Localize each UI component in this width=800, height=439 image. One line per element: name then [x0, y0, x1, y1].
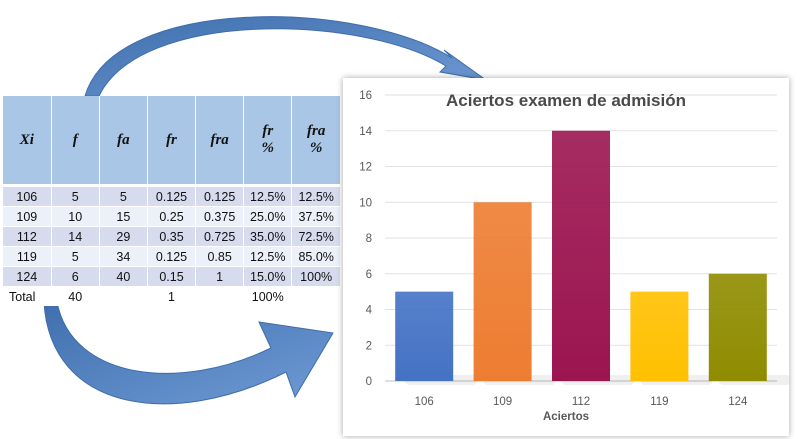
cell-fr: 0.35: [146, 226, 196, 247]
table-row: 106 5 5 0.125 0.125 12.5% 12.5%: [3, 184, 340, 207]
table-header-row: Xi f fa fr fra fr % fra %: [3, 96, 340, 186]
header-fra-percent: fra %: [291, 96, 340, 186]
total-fra: [195, 286, 244, 306]
y-tick-label: 8: [366, 233, 372, 245]
header-xi: Xi: [3, 96, 52, 186]
y-tick-label: 0: [366, 376, 372, 388]
cell-fr: 0.125: [146, 184, 196, 207]
chart-title: Aciertos examen de admisión: [446, 91, 686, 110]
table-row: 119 5 34 0.125 0.85 12.5% 85.0%: [3, 246, 340, 267]
y-tick-label: 6: [366, 269, 372, 281]
y-tick-label: 16: [359, 90, 372, 102]
cell-fa: 15: [98, 206, 148, 227]
table-row: 112 14 29 0.35 0.725 35.0% 72.5%: [3, 226, 340, 247]
chart-plot: 0 2 4 6 8 10 12 14 16 106 109 112 119 124: [359, 90, 789, 408]
header-f: f: [50, 96, 100, 186]
cell-xi: 119: [3, 246, 52, 267]
cell-f: 14: [50, 226, 100, 247]
cell-xi: 112: [3, 226, 52, 247]
total-fa: [98, 286, 148, 306]
header-fa: fa: [98, 96, 148, 186]
x-tick-label: 119: [650, 396, 668, 408]
total-fra-percent: [291, 286, 340, 306]
cell-fra-percent: 100%: [291, 266, 340, 287]
cell-fra-percent: 12.5%: [291, 184, 340, 207]
cell-xi: 106: [3, 184, 52, 207]
cell-fa: 34: [98, 246, 148, 267]
cell-fr: 0.25: [146, 206, 196, 227]
cell-fra-percent: 37.5%: [291, 206, 340, 227]
x-tick-label: 112: [572, 396, 590, 408]
total-label: Total: [3, 286, 52, 306]
cell-xi: 109: [3, 206, 52, 227]
x-tick-label: 124: [728, 396, 748, 408]
x-tick-label: 106: [415, 396, 434, 408]
total-fr-percent: 100%: [243, 286, 292, 306]
total-fr: 1: [146, 286, 196, 306]
cell-f: 5: [50, 184, 100, 207]
cell-fr-percent: 35.0%: [243, 226, 292, 247]
y-tick-label: 14: [359, 126, 372, 138]
cell-fra-percent: 85.0%: [291, 246, 340, 267]
cell-fr-percent: 15.0%: [243, 266, 292, 287]
total-f: 40: [50, 286, 100, 306]
cell-fr-percent: 25.0%: [243, 206, 292, 227]
cell-f: 6: [50, 266, 100, 287]
y-tick-label: 10: [359, 197, 372, 209]
table-row: 124 6 40 0.15 1 15.0% 100%: [3, 266, 340, 287]
cell-fa: 29: [98, 226, 148, 247]
bar-119: [630, 291, 689, 381]
cell-fra: 0.725: [195, 226, 244, 247]
y-tick-label: 2: [366, 340, 372, 352]
cell-fr: 0.125: [146, 246, 196, 267]
table-row: 109 10 15 0.25 0.375 25.0% 37.5%: [3, 206, 340, 227]
header-fr-percent: fr %: [243, 96, 292, 186]
cell-fra: 1: [195, 266, 244, 287]
y-tick-label: 4: [366, 305, 373, 317]
bar-chart: 0 2 4 6 8 10 12 14 16 106 109 112 119 124 Aciertos ex…: [343, 78, 789, 436]
bottom-curved-arrow: [43, 301, 334, 405]
header-fra: fra: [195, 96, 244, 186]
frequency-table: Xi f fa fr fra fr % fra % 106 5 5 0.125 …: [3, 96, 340, 306]
cell-xi: 124: [3, 266, 52, 287]
bar-109: [473, 202, 532, 381]
cell-fr: 0.15: [146, 266, 196, 287]
cell-fra-percent: 72.5%: [291, 226, 340, 247]
cell-f: 5: [50, 246, 100, 267]
y-tick-label: 12: [359, 162, 372, 174]
cell-f: 10: [50, 206, 100, 227]
bar-112: [551, 130, 611, 381]
cell-fr-percent: 12.5%: [243, 184, 292, 207]
cell-fra: 0.375: [195, 206, 244, 227]
cell-fra: 0.125: [195, 184, 244, 207]
x-tick-label: 109: [493, 396, 512, 408]
bar-124: [708, 273, 767, 381]
x-axis-label: Aciertos: [542, 411, 590, 423]
table-total-row: Total 40 1 100%: [3, 286, 340, 306]
cell-fa: 5: [98, 184, 148, 207]
header-fr: fr: [146, 96, 196, 186]
cell-fra: 0.85: [195, 246, 244, 267]
bar-106: [395, 291, 454, 381]
cell-fa: 40: [98, 266, 148, 287]
cell-fr-percent: 12.5%: [243, 246, 292, 267]
